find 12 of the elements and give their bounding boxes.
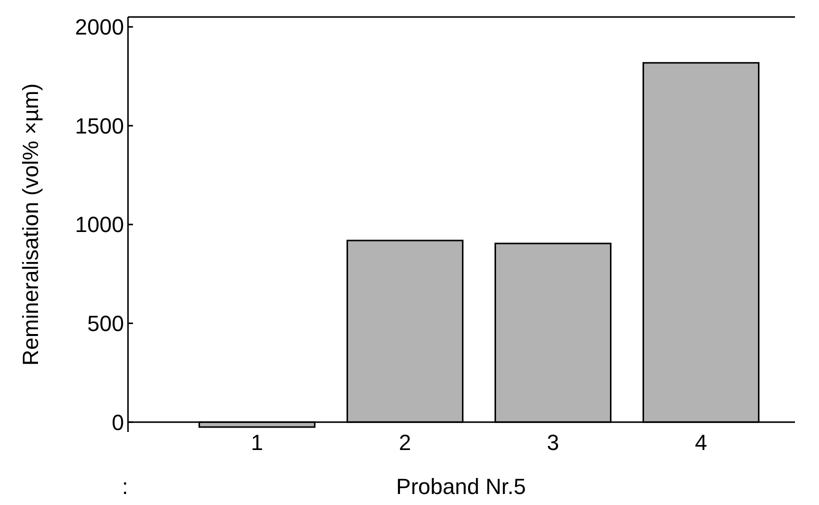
x-tick-label: 4: [694, 430, 708, 456]
y-tick-label: 0: [112, 410, 124, 435]
text: :: [122, 474, 128, 499]
y-tick-label: 1500: [75, 113, 124, 138]
y-tick-label: 1000: [75, 212, 124, 238]
y-tick-label: 2000: [75, 14, 124, 40]
x-axis-title: Proband Nr.5: [396, 474, 526, 499]
x-tick-label: 1: [250, 430, 264, 456]
x-tick-label: 2: [398, 430, 412, 456]
y-axis-title: Remineralisation (vol% ×µm): [18, 83, 43, 366]
x-tick-label: 3: [546, 430, 560, 456]
y-tick-label: 500: [87, 311, 124, 336]
